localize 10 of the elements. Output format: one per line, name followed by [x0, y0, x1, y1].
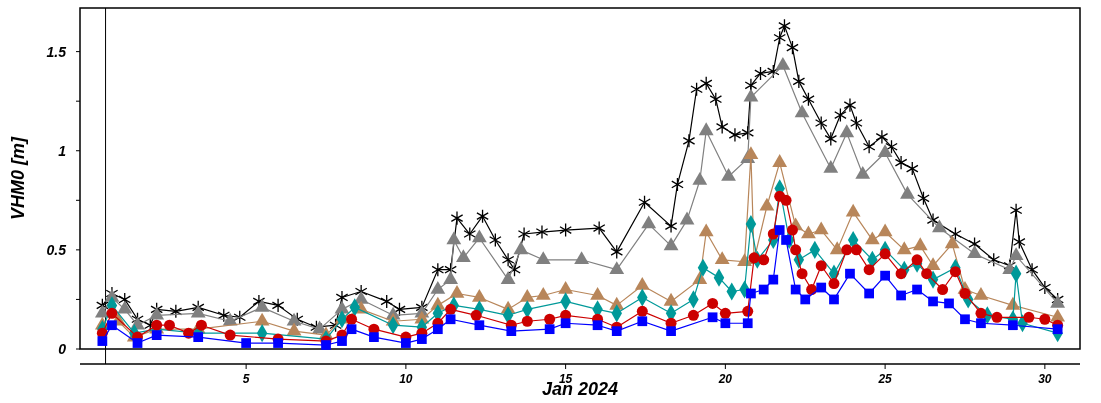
y-tick-label: 1.5	[46, 43, 67, 60]
x-tick-label: 30	[1038, 372, 1052, 386]
y-tick-label: 1	[58, 142, 67, 159]
x-tick-label: 25	[877, 372, 893, 386]
x-tick-label: 5	[242, 372, 250, 386]
y-axis-title: VHM0 [m]	[8, 136, 28, 221]
y-tick-label: 0.5	[46, 241, 67, 258]
x-tick-label: 10	[399, 372, 413, 386]
y-tick-label: 0	[58, 340, 67, 357]
x-tick-label: 20	[717, 372, 733, 386]
